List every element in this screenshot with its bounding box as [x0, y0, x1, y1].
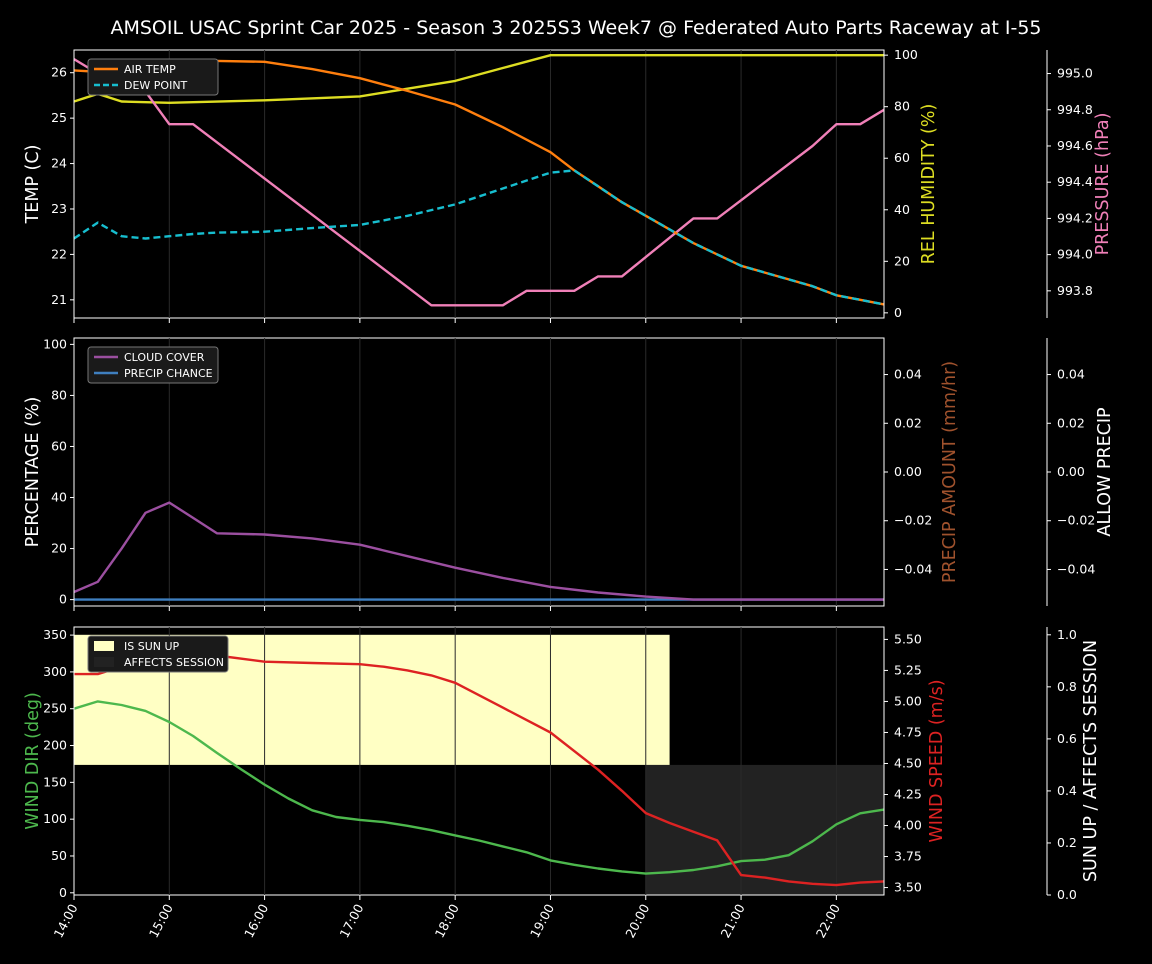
affects-session-band: [645, 764, 884, 895]
left-tick-label: 200: [43, 738, 67, 753]
right-tick-label: 1.0: [1057, 627, 1077, 642]
legend-box: [87, 58, 219, 96]
right-tick-label: 0.4: [1057, 783, 1077, 798]
left-tick-label: 350: [43, 627, 67, 642]
right-axis-label: ALLOW PRECIP: [1095, 407, 1115, 536]
legend-box: [87, 346, 219, 384]
legend-label: CLOUD COVER: [124, 351, 205, 364]
pressure-line: [73, 58, 885, 307]
wind-dir-line: [73, 700, 885, 875]
right-tick-label: 995.0: [1057, 66, 1093, 81]
left-tick-label: 0: [59, 592, 67, 607]
legend-swatch: [94, 657, 114, 667]
right-tick-label: −0.02: [894, 513, 932, 528]
right-axis-label: WIND SPEED (m/s): [927, 679, 947, 842]
right-tick-label: 0.6: [1057, 731, 1077, 746]
right-tick-label: 994.4: [1057, 174, 1093, 189]
right-tick-label: 993.8: [1057, 283, 1093, 298]
left-tick-label: 23: [51, 201, 67, 216]
right-tick-label: 994.8: [1057, 102, 1093, 117]
left-tick-label: 250: [43, 701, 67, 716]
left-tick-label: 40: [51, 490, 67, 505]
right-tick-label: 5.25: [894, 662, 922, 677]
right-tick-label: 40: [894, 202, 910, 217]
left-tick-label: 300: [43, 664, 67, 679]
x-tick-label: 16:00: [241, 901, 271, 940]
right-tick-label: 0.04: [1057, 367, 1085, 382]
x-tick-label: 18:00: [432, 901, 462, 940]
right-tick-label: 0.00: [894, 464, 922, 479]
right-axis-label: PRESSURE (hPa): [1093, 113, 1113, 256]
right-tick-label: 0.8: [1057, 679, 1077, 694]
x-tick-label: 21:00: [718, 901, 748, 940]
right-tick-label: 5.50: [894, 631, 922, 646]
right-tick-label: 20: [894, 253, 910, 268]
left-tick-label: 50: [51, 848, 67, 863]
left-tick-label: 100: [43, 811, 67, 826]
left-axis-label: TEMP (C): [23, 145, 43, 225]
left-tick-label: 100: [43, 336, 67, 351]
right-tick-label: 994.2: [1057, 210, 1093, 225]
x-tick-label: 20:00: [622, 901, 652, 940]
right-tick-label: 0.00: [1057, 464, 1085, 479]
right-tick-label: 0.2: [1057, 835, 1077, 850]
left-tick-label: 0: [59, 885, 67, 900]
right-tick-label: 3.50: [894, 880, 922, 895]
right-tick-label: −0.04: [894, 561, 932, 576]
legend-label: AIR TEMP: [124, 63, 176, 76]
x-tick-label: 17:00: [336, 901, 366, 940]
right-tick-label: 80: [894, 99, 910, 114]
right-tick-label: 60: [894, 150, 910, 165]
legend-label: AFFECTS SESSION: [124, 656, 224, 669]
left-tick-label: 150: [43, 774, 67, 789]
left-tick-label: 22: [51, 246, 67, 261]
right-axis-label: PRECIP AMOUNT (mm/hr): [940, 361, 960, 583]
air-temp-line: [73, 58, 885, 306]
left-tick-label: 25: [51, 110, 67, 125]
legend-swatch: [94, 641, 114, 651]
left-tick-label: 20: [51, 541, 67, 556]
legend-label: IS SUN UP: [124, 640, 180, 653]
left-tick-label: 60: [51, 438, 67, 453]
right-tick-label: 0: [894, 305, 902, 320]
left-tick-label: 21: [51, 292, 67, 307]
right-tick-label: 4.50: [894, 755, 922, 770]
legend-label: PRECIP CHANCE: [124, 367, 213, 380]
cloud-cover-line: [73, 501, 884, 601]
right-tick-label: −0.04: [1057, 561, 1095, 576]
right-tick-label: 0.04: [894, 367, 922, 382]
left-tick-label: 26: [51, 65, 67, 80]
x-tick-label: 22:00: [813, 901, 843, 940]
right-tick-label: 4.25: [894, 787, 922, 802]
right-axis-label: REL HUMIDITY (%): [919, 104, 939, 265]
dew-point-line: [73, 169, 885, 306]
right-tick-label: 994.0: [1057, 247, 1093, 262]
legend-box: [87, 635, 229, 673]
right-tick-label: 0.02: [894, 415, 922, 430]
rel-humidity-line: [73, 54, 884, 105]
right-tick-label: 3.75: [894, 849, 922, 864]
chart-title: AMSOIL USAC Sprint Car 2025 - Season 3 2…: [110, 17, 1041, 39]
x-tick-label: 14:00: [50, 901, 80, 940]
right-axis-label: SUN UP / AFFECTS SESSION: [1081, 640, 1101, 882]
right-tick-label: 5.00: [894, 693, 922, 708]
legend-label: DEW POINT: [124, 79, 188, 92]
left-tick-label: 24: [51, 156, 67, 171]
right-tick-label: 994.6: [1057, 138, 1093, 153]
right-tick-label: 4.00: [894, 818, 922, 833]
right-tick-label: 0.02: [1057, 415, 1085, 430]
right-tick-label: −0.02: [1057, 513, 1095, 528]
left-axis-label: WIND DIR (deg): [23, 692, 43, 830]
right-tick-label: 100: [894, 47, 918, 62]
x-tick-label: 19:00: [527, 901, 557, 940]
right-tick-label: 4.75: [894, 724, 922, 739]
right-tick-label: 0.0: [1057, 887, 1077, 902]
left-axis-label: PERCENTAGE (%): [23, 397, 43, 548]
left-tick-label: 80: [51, 387, 67, 402]
x-tick-label: 15:00: [146, 901, 176, 940]
